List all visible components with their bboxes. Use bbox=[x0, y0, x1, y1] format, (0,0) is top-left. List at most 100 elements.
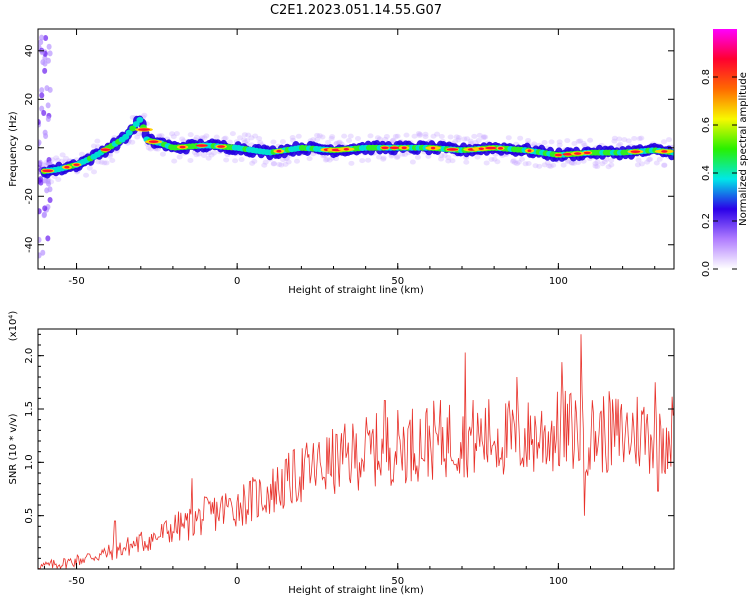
spectrogram-halo-cell bbox=[616, 136, 623, 142]
spectrogram-halo-cell bbox=[195, 151, 202, 157]
spectrogram-halo-cell bbox=[91, 169, 98, 175]
spectrogram-halo-cell bbox=[532, 163, 539, 169]
snr-x-tick-label: 0 bbox=[234, 576, 240, 587]
spectrogram-halo-cell bbox=[179, 136, 186, 142]
spectrogram-halo-cell bbox=[336, 139, 343, 145]
spectrogram-halo-cell bbox=[78, 151, 85, 157]
spectrogram-peak-cell bbox=[138, 128, 150, 131]
spectrogram-peak-cell bbox=[148, 140, 159, 144]
spectrogram-halo-cell bbox=[438, 156, 445, 162]
spectrogram-halo-cell bbox=[581, 142, 588, 148]
spectrogram-halo-cell bbox=[611, 135, 618, 141]
spectrogram-halo-cell bbox=[434, 131, 441, 137]
snr-frame bbox=[37, 328, 675, 570]
spectrogram-halo-cell bbox=[644, 159, 651, 165]
spectrogram-halo-cell bbox=[638, 161, 645, 167]
spectrogram-halo-cell bbox=[90, 143, 97, 149]
spectrogram-peak-cell bbox=[661, 150, 668, 153]
spectrogram-halo-cell bbox=[474, 154, 481, 160]
spectrogram-x-tick-label: 50 bbox=[391, 276, 404, 287]
spectrogram-noise-cell bbox=[44, 85, 50, 92]
spectrogram-halo-cell bbox=[262, 159, 269, 165]
spectrogram-halo-cell bbox=[394, 133, 401, 139]
snr-series-line bbox=[38, 334, 674, 570]
spectrogram-noise-cell bbox=[41, 212, 47, 219]
spectrogram-halo-cell bbox=[367, 133, 374, 139]
spectrogram-noise-cell bbox=[47, 197, 53, 204]
spectrogram-halo-cell bbox=[560, 162, 567, 168]
spectrogram-halo-cell bbox=[251, 158, 258, 164]
spectrogram-halo-cell bbox=[187, 132, 194, 138]
spectrogram-halo-cell bbox=[666, 137, 673, 143]
spectrogram-halo-cell bbox=[55, 177, 62, 183]
spectrogram-halo-cell bbox=[556, 139, 563, 145]
spectrogram-peak-cell bbox=[527, 149, 532, 152]
spectrogram-halo-cell bbox=[295, 133, 302, 139]
spectrogram-halo-cell bbox=[109, 158, 116, 164]
spectrogram-halo-cell bbox=[354, 135, 361, 141]
spectrogram-halo-cell bbox=[86, 165, 93, 171]
spectrogram-halo-cell bbox=[98, 159, 105, 165]
spectrogram-halo-cell bbox=[101, 160, 108, 166]
snr-x-tick-label: -50 bbox=[68, 576, 84, 587]
spectrogram-peak-cell bbox=[179, 145, 186, 149]
spectrogram-halo-cell bbox=[383, 133, 390, 139]
spectrogram-halo-cell bbox=[463, 159, 470, 165]
spectrogram-core-cell bbox=[129, 125, 137, 132]
spectrogram-halo-cell bbox=[638, 135, 645, 141]
spectrogram-halo-cell bbox=[335, 140, 342, 146]
spectrogram-noise-cell bbox=[38, 118, 41, 125]
spectrogram-halo-cell bbox=[577, 138, 584, 144]
spectrogram-halo-cell bbox=[310, 137, 317, 143]
spectrogram-halo-cell bbox=[488, 156, 495, 162]
spectrogram-frame bbox=[37, 28, 675, 270]
spectrogram-peak-cell bbox=[195, 144, 208, 147]
spectrogram-peak-cell bbox=[389, 146, 400, 150]
spectrogram-halo-cell bbox=[394, 154, 401, 160]
snr-x-tick-label: 50 bbox=[391, 576, 404, 587]
spectrogram-peak-cell bbox=[73, 163, 80, 167]
spectrogram-peak-cell bbox=[498, 146, 504, 150]
spectrogram-halo-cell bbox=[461, 136, 468, 142]
colorbar-tick-label: 0.4 bbox=[701, 165, 712, 181]
spectrogram-y-tick-label: -20 bbox=[24, 188, 35, 204]
spectrogram-peak-cell bbox=[554, 153, 563, 157]
spectrogram-halo-cell bbox=[270, 161, 277, 167]
spectrogram-halo-cell bbox=[94, 138, 101, 144]
spectrogram-halo-cell bbox=[515, 159, 522, 165]
spectrogram-x-label: Height of straight line (km) bbox=[288, 285, 424, 296]
spectrogram-halo-cell bbox=[257, 140, 264, 146]
spectrogram-halo-cell bbox=[416, 131, 423, 137]
spectrogram-halo-cell bbox=[156, 133, 163, 139]
spectrogram-noise-cell bbox=[42, 205, 48, 212]
spectrogram-halo-cell bbox=[541, 140, 548, 146]
spectrogram-noise-cell bbox=[39, 34, 45, 41]
spectrogram-halo-cell bbox=[592, 161, 599, 167]
spectrogram-halo-cell bbox=[376, 136, 383, 142]
spectrogram-halo-cell bbox=[203, 133, 210, 139]
spectrogram-halo-cell bbox=[544, 160, 551, 166]
spectrogram-halo-cell bbox=[347, 133, 354, 139]
colorbar-tick-label: 0.6 bbox=[701, 117, 712, 133]
spectrogram-noise-cell bbox=[39, 92, 45, 99]
spectrogram-halo-cell bbox=[494, 159, 501, 165]
spectrogram-y-label: Frequency (Hz) bbox=[8, 111, 19, 187]
spectrogram-halo-cell bbox=[237, 135, 244, 141]
spectrogram-halo-cell bbox=[564, 138, 571, 144]
spectrogram-peak-cell bbox=[64, 165, 70, 169]
spectrogram-halo-cell bbox=[158, 133, 165, 139]
spectrogram-peak-cell bbox=[583, 151, 591, 155]
spectrogram-noise-cell bbox=[38, 39, 44, 46]
spectrogram-halo-cell bbox=[445, 154, 452, 160]
spectrogram-halo-cell bbox=[95, 159, 102, 165]
spectrogram-peak-cell bbox=[430, 146, 436, 150]
spectrogram-halo-cell bbox=[519, 156, 526, 162]
spectrogram-halo-cell bbox=[393, 154, 400, 160]
spectrogram-halo-cell bbox=[256, 136, 263, 142]
spectrogram-halo-cell bbox=[415, 131, 422, 137]
spectrogram-halo-cell bbox=[293, 158, 300, 164]
colorbar-tick-label: 0.8 bbox=[701, 69, 712, 85]
spectrogram-noise-cell bbox=[44, 187, 50, 194]
spectrogram-peak-cell bbox=[485, 146, 497, 150]
